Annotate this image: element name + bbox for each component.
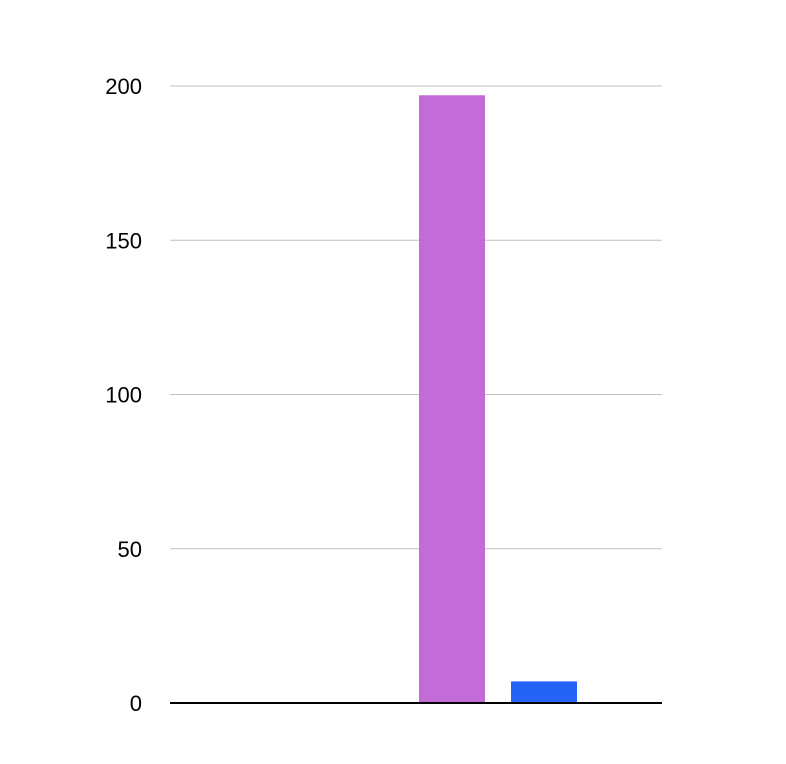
y-tick-labels: 0 50 100 150 200 bbox=[105, 74, 142, 716]
y-tick-label: 0 bbox=[130, 691, 142, 716]
y-tick-label: 200 bbox=[105, 74, 142, 99]
bar-1 bbox=[419, 95, 485, 703]
bars bbox=[419, 95, 577, 703]
gridlines bbox=[170, 85, 662, 550]
bar-2 bbox=[511, 681, 577, 703]
y-tick-label: 150 bbox=[105, 228, 142, 253]
y-tick-label: 50 bbox=[118, 537, 142, 562]
y-tick-label: 100 bbox=[105, 383, 142, 408]
